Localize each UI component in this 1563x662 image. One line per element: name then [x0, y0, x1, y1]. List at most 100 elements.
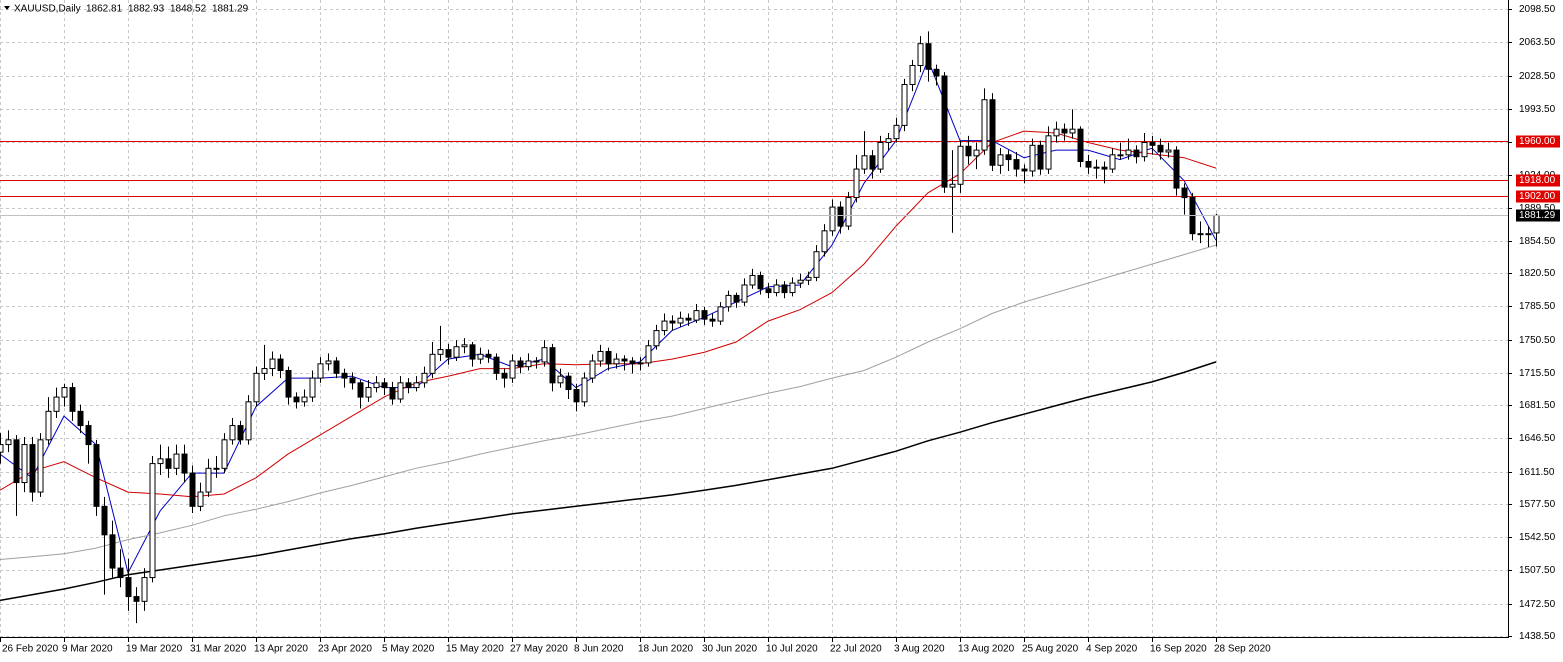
candle-body — [445, 349, 452, 358]
y-tick-label: 1993.50 — [1519, 104, 1556, 115]
candle-body — [325, 360, 332, 365]
header-high: 1882.93 — [128, 4, 165, 15]
candle-body — [1197, 233, 1204, 236]
candle-body — [813, 251, 820, 278]
y-tick-label: 1507.50 — [1519, 565, 1556, 576]
y-tick-label: 2063.50 — [1519, 37, 1556, 48]
candle-body — [1061, 128, 1068, 134]
candle-body — [405, 382, 412, 389]
candle-body — [981, 99, 988, 151]
candle-body — [1133, 149, 1140, 158]
candle-body — [989, 99, 996, 166]
candle-body — [189, 472, 196, 507]
candle-body — [1101, 166, 1108, 170]
candle-body — [1149, 141, 1156, 146]
grid — [0, 0, 1508, 637]
candle-body — [477, 353, 484, 360]
x-tick-label: 30 Jun 2020 — [702, 644, 757, 655]
candle-body — [965, 145, 972, 157]
candle-body — [613, 358, 620, 365]
candle-body — [581, 377, 588, 403]
y-tick-label: 1889.50 — [1519, 203, 1556, 214]
level-label: 1960.00 — [1519, 136, 1556, 147]
level-label-box — [1516, 174, 1560, 187]
candle-body — [285, 369, 292, 398]
candle-body — [589, 360, 596, 379]
candle-body — [245, 401, 252, 441]
x-tick-label: 10 Jul 2020 — [766, 644, 818, 655]
candle-body — [557, 375, 564, 384]
x-tick-label: 28 Sep 2020 — [1214, 644, 1271, 655]
symbol: XAUUSD,Daily — [14, 4, 81, 15]
candle-body — [837, 206, 844, 227]
candle-body — [1181, 187, 1188, 199]
candle-body — [1077, 128, 1084, 162]
candle-body — [1021, 168, 1028, 172]
candle-body — [685, 317, 692, 321]
candle-body — [53, 396, 60, 412]
candle-body — [797, 279, 804, 284]
candle-body — [941, 75, 948, 188]
candle-body — [437, 349, 444, 355]
axis-labels: 2098.502063.502028.501993.501958.501924.… — [0, 4, 1560, 655]
x-tick-label: 31 Mar 2020 — [190, 644, 247, 655]
y-tick-label: 1542.50 — [1519, 532, 1556, 543]
candle-body — [525, 360, 532, 368]
candle-body — [125, 577, 132, 598]
candle-body — [173, 453, 180, 469]
y-tick-label: 1577.50 — [1519, 499, 1556, 510]
candle-body — [309, 377, 316, 398]
candle-body — [621, 358, 628, 362]
candle-body — [421, 372, 428, 384]
candle-body — [869, 155, 876, 170]
candle-body — [293, 396, 300, 403]
candle-body — [461, 344, 468, 348]
candle-body — [165, 458, 172, 469]
candle-body — [653, 330, 660, 347]
candle-body — [85, 425, 92, 446]
candle-body — [709, 318, 716, 322]
candle-body — [877, 141, 884, 170]
candle-body — [861, 155, 868, 170]
candle-body — [109, 534, 116, 569]
candle-body — [549, 347, 556, 384]
candle-body — [341, 372, 348, 379]
candle-body — [45, 410, 52, 441]
candle-body — [253, 372, 260, 403]
candle-body — [93, 444, 100, 507]
candle-body — [333, 360, 340, 374]
menu-arrow[interactable] — [4, 6, 10, 10]
candle-body — [1157, 144, 1164, 153]
candle-body — [565, 375, 572, 390]
candle-body — [149, 463, 156, 579]
candle-body — [221, 439, 228, 469]
candle-body — [893, 124, 900, 140]
candle-body — [1173, 149, 1180, 189]
candle-body — [725, 294, 732, 308]
x-tick-label: 15 May 2020 — [446, 644, 504, 655]
x-tick-label: 27 May 2020 — [510, 644, 568, 655]
candle-body — [765, 288, 772, 294]
candle-body — [0, 444, 4, 453]
candle-body — [365, 387, 372, 398]
candle-body — [533, 360, 540, 363]
candle-body — [453, 346, 460, 358]
candle-body — [901, 84, 908, 126]
candle-body — [669, 320, 676, 324]
candle-body — [1109, 154, 1116, 170]
candle-body — [541, 347, 548, 363]
y-tick-label: 1750.50 — [1519, 335, 1556, 346]
candle-body — [1093, 166, 1100, 169]
candle-body — [429, 353, 436, 374]
header-close: 1881.29 — [212, 4, 249, 15]
y-tick-label: 1438.50 — [1519, 631, 1556, 642]
candle-body — [637, 362, 644, 365]
candle-body — [301, 396, 308, 403]
candle-body — [821, 230, 828, 253]
candle-body — [717, 306, 724, 322]
candle-body — [157, 458, 164, 465]
candle-body — [269, 358, 276, 370]
candle-body — [509, 360, 516, 379]
